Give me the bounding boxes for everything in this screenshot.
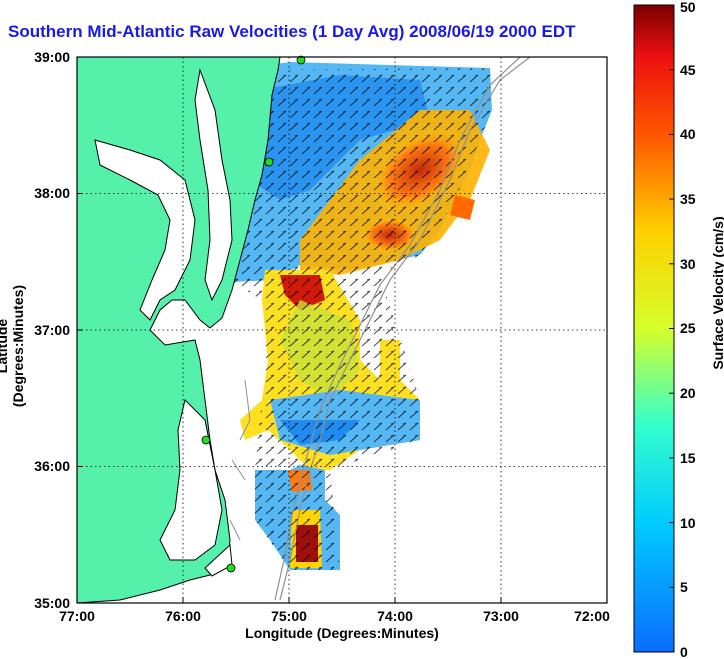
colorbar-tick-label: 50 bbox=[680, 0, 696, 15]
colorbar-tick-label: 30 bbox=[680, 256, 696, 272]
y-tick-label: 39:00 bbox=[34, 49, 70, 65]
station-marker bbox=[201, 435, 211, 445]
colorbar-tick-label: 15 bbox=[680, 450, 696, 466]
x-tick-label: 75:00 bbox=[271, 608, 307, 624]
colorbar-tick-label: 5 bbox=[680, 579, 688, 595]
colorbar-tick-label: 45 bbox=[680, 62, 696, 78]
colorbar-tick-label: 0 bbox=[680, 644, 688, 659]
map-title: Southern Mid-Atlantic Raw Velocities (1 … bbox=[8, 22, 576, 41]
colorbar bbox=[633, 4, 675, 653]
station-marker bbox=[264, 157, 274, 167]
y-tick-label: 36:00 bbox=[34, 458, 70, 474]
x-tick-label: 72:00 bbox=[574, 608, 610, 624]
x-tick-label: 74:00 bbox=[377, 608, 413, 624]
colorbar-tick-label: 10 bbox=[680, 515, 696, 531]
colorbar-tick-label: 40 bbox=[680, 126, 696, 142]
y-tick-label: 35:00 bbox=[34, 595, 70, 611]
station-marker bbox=[226, 563, 236, 573]
colorbar-tick-label: 35 bbox=[680, 191, 696, 207]
colorbar-tick-label: 20 bbox=[680, 385, 696, 401]
colorbar-tick-label: 25 bbox=[680, 320, 696, 336]
x-tick-label: 73:00 bbox=[483, 608, 519, 624]
x-axis-label: Longitude (Degrees:Minutes) bbox=[245, 625, 439, 641]
y-tick-label: 38:00 bbox=[34, 185, 70, 201]
y-tick-label: 37:00 bbox=[34, 322, 70, 338]
x-tick-label: 77:00 bbox=[59, 608, 95, 624]
station-marker bbox=[296, 55, 306, 65]
x-tick-label: 76:00 bbox=[165, 608, 201, 624]
